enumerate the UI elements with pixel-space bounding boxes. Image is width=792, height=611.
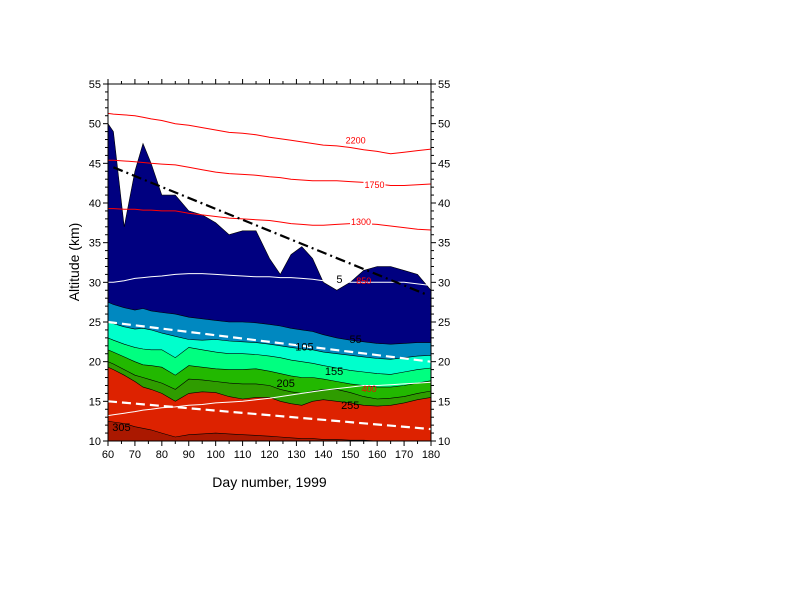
y-tick-label-right: 40 [438, 198, 450, 210]
y-tick-label: 15 [89, 396, 101, 408]
x-tick-label: 180 [422, 449, 440, 461]
red-label-0: 2200 [346, 135, 366, 145]
white-contour-1 [108, 381, 431, 417]
x-axis: 60 70 80 90 100 110 120 130 140 150 160 170 180 [102, 79, 440, 461]
x-tick-label: 170 [395, 449, 413, 461]
x-tick-label: 160 [368, 449, 386, 461]
contour-label-3: 205 [276, 378, 294, 390]
x-axis-label: Day number, 1999 [212, 474, 327, 490]
contour-label-0: 105 [295, 341, 313, 353]
red-contour-0 [108, 112, 431, 155]
dashed-line-2 [108, 400, 431, 431]
contour-label-2: 155 [325, 366, 343, 378]
red-label-4: 400 [362, 384, 377, 394]
y-axis-label: Altitude (km) [66, 222, 82, 302]
x-tick-label: 120 [260, 449, 278, 461]
red-label-2: 1300 [351, 217, 371, 227]
y-tick-label-right: 55 [438, 79, 450, 91]
x-tick-label: 60 [102, 449, 114, 461]
y-tick-label-right: 30 [438, 277, 450, 289]
y-tick-label: 50 [89, 119, 101, 131]
contour-label-4: 255 [341, 400, 359, 412]
red-label-1: 1750 [364, 180, 384, 190]
contour-label-5: 305 [112, 422, 130, 434]
y-tick-label: 10 [89, 436, 101, 448]
y-tick-label: 35 [89, 238, 101, 250]
contour-lines [108, 112, 431, 431]
x-tick-label: 110 [234, 449, 252, 461]
y-tick-label-right: 35 [438, 238, 450, 250]
dashed-line-0 [112, 166, 427, 296]
contour-label-6: 5 [336, 274, 342, 286]
y-tick-label-right: 10 [438, 436, 450, 448]
band-7 [108, 420, 431, 441]
x-tick-label: 140 [314, 449, 332, 461]
contour-label-1: 55 [350, 334, 362, 346]
red-label-3: 850 [356, 276, 371, 286]
y-tick-label: 20 [89, 357, 101, 369]
y-tick-label: 30 [89, 277, 101, 289]
dashed-line-1 [108, 320, 431, 363]
y-tick-label-right: 25 [438, 317, 450, 329]
y-tick-label: 40 [89, 198, 101, 210]
red-label-bg-0 [344, 136, 367, 147]
y-tick-label: 25 [89, 317, 101, 329]
x-tick-label: 70 [129, 449, 141, 461]
y-tick-label-right: 15 [438, 396, 450, 408]
x-tick-label: 80 [156, 449, 168, 461]
x-tick-label: 130 [287, 449, 305, 461]
contour-labels: 105 55 155 205 255 305 5 2200 1750 1300 850 400 [112, 135, 386, 434]
x-tick-label: 90 [183, 449, 195, 461]
y-tick-label-right: 50 [438, 119, 450, 131]
y-tick-label: 45 [89, 158, 101, 170]
y-axis: 10 10 15 15 20 20 25 25 30 30 35 35 40 40 45 45 50 50 55 55 [89, 79, 451, 448]
y-tick-label-right: 20 [438, 357, 450, 369]
red-label-bg-1 [363, 180, 386, 191]
red-label-bg-2 [350, 217, 373, 228]
white-contour-0 [108, 273, 431, 286]
y-tick-label-right: 45 [438, 158, 450, 170]
x-tick-label: 150 [341, 449, 359, 461]
x-tick-label: 100 [206, 449, 224, 461]
y-tick-label: 55 [89, 79, 101, 91]
